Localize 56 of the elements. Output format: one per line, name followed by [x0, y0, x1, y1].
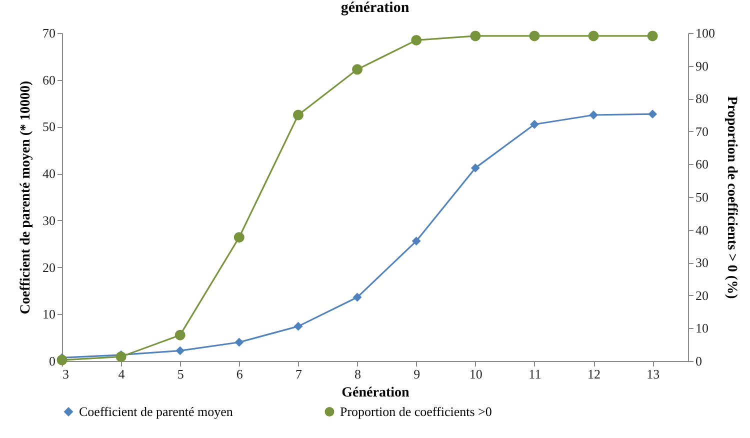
y2-tick-label: 10	[696, 320, 708, 336]
x-tick-label: 12	[588, 366, 601, 382]
x-tick-label: 4	[118, 366, 126, 382]
y2-axis-title: Proportion de coefficients > 0 (%)	[724, 96, 739, 300]
x-tick-label: 5	[177, 366, 184, 382]
x-tick-label: 7	[295, 366, 302, 382]
x-tick-label: 13	[646, 366, 660, 382]
legend-label: Proportion de coefficients >0	[340, 404, 492, 419]
point	[530, 120, 539, 129]
y-tick-label: 70	[42, 26, 56, 40]
point	[294, 322, 303, 331]
y-tick-label: 60	[42, 72, 56, 88]
y2-tick-label: 0	[696, 354, 702, 368]
point	[470, 163, 480, 172]
y2-tick-label: 40	[696, 222, 708, 238]
point	[589, 110, 598, 120]
point	[234, 338, 244, 347]
y2-tick-label: 50	[696, 190, 708, 204]
point	[412, 236, 421, 246]
point	[174, 330, 186, 340]
point	[647, 30, 658, 42]
y-tick-label: 10	[42, 306, 56, 322]
x-tick-label: 11	[528, 366, 542, 382]
y-tick-label: 40	[42, 166, 56, 182]
point	[292, 110, 304, 120]
point	[116, 352, 126, 362]
point	[411, 34, 422, 46]
x-tick-label: 8	[354, 366, 362, 382]
chart-title: génération	[340, 0, 410, 16]
point	[648, 110, 658, 119]
y-tick-label: 20	[42, 260, 56, 275]
point	[234, 232, 244, 243]
x-tick-label: 3	[62, 366, 69, 382]
y-tick-label: 30	[42, 212, 56, 228]
point	[176, 346, 185, 356]
point	[529, 30, 540, 42]
point	[588, 30, 599, 42]
y2-tick-label: 30	[696, 255, 708, 270]
point	[56, 354, 68, 366]
x-axis-title: Génération	[342, 386, 410, 400]
y-tick-label: 50	[42, 119, 56, 134]
y2-tick-label: 80	[696, 91, 708, 106]
point	[352, 292, 362, 302]
x-tick-label: 10	[469, 366, 482, 382]
y2-tick-label: 20	[696, 288, 708, 303]
y2-tick-label: 70	[696, 124, 708, 139]
x-tick-label: 6	[236, 366, 244, 382]
y2-tick-label: 90	[696, 58, 708, 74]
y-tick-label: 0	[49, 354, 56, 368]
point	[352, 64, 363, 75]
y2-tick-label: 100	[696, 26, 715, 40]
y2-tick-label: 60	[696, 156, 708, 172]
legend-label: Coefficient de parenté moyen	[79, 404, 234, 419]
y-axis-title: Coefficient de parenté moyen (* 10000)	[18, 80, 34, 314]
point	[470, 30, 481, 42]
x-tick-label: 9	[414, 366, 420, 382]
